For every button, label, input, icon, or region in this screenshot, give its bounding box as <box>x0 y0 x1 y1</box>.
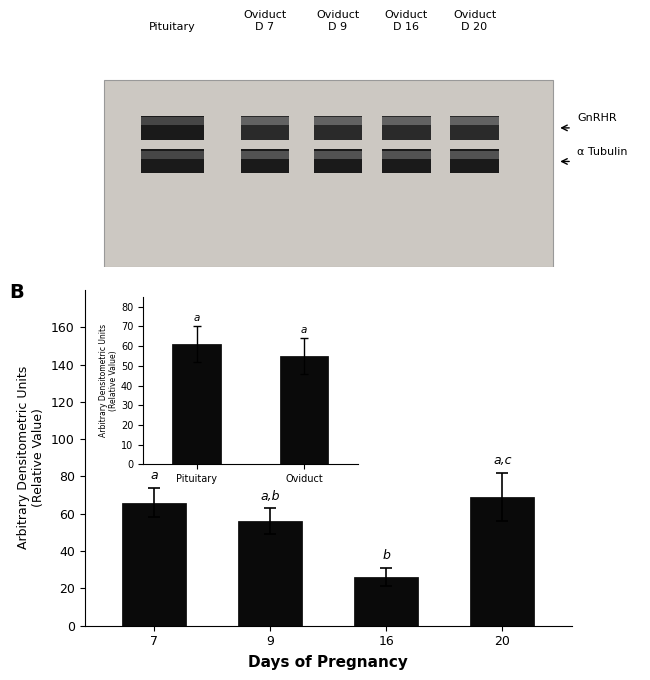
Bar <box>240 116 289 140</box>
Bar <box>240 117 289 126</box>
Text: Oviduct
D 20: Oviduct D 20 <box>453 10 496 32</box>
Text: GnRHR: GnRHR <box>577 113 616 123</box>
Text: a,b: a,b <box>261 490 280 503</box>
Text: a: a <box>150 469 158 482</box>
Bar <box>313 151 363 159</box>
Bar <box>140 150 204 173</box>
Bar <box>450 117 499 126</box>
Bar <box>471 497 534 626</box>
Bar <box>450 116 499 140</box>
Bar <box>140 117 204 126</box>
Text: B: B <box>9 284 23 302</box>
Bar <box>140 116 204 140</box>
Bar <box>240 151 289 159</box>
Bar <box>450 151 499 159</box>
Text: Oviduct
D 16: Oviduct D 16 <box>385 10 428 32</box>
Bar <box>240 150 289 173</box>
Bar <box>450 150 499 173</box>
Bar <box>313 116 363 140</box>
Text: Oviduct
D 7: Oviduct D 7 <box>243 10 287 32</box>
FancyBboxPatch shape <box>104 80 552 267</box>
Text: b: b <box>382 549 390 562</box>
Bar <box>313 117 363 126</box>
Bar <box>122 503 186 626</box>
Bar <box>382 116 430 140</box>
Y-axis label: Arbitrary Densitometric Units
(Relative Value): Arbitrary Densitometric Units (Relative … <box>18 366 46 549</box>
Bar <box>313 150 363 173</box>
Bar <box>140 151 204 159</box>
Text: Pituitary: Pituitary <box>149 22 196 32</box>
Bar <box>354 577 418 626</box>
Bar <box>239 521 302 626</box>
Bar <box>382 150 430 173</box>
X-axis label: Days of Pregnancy: Days of Pregnancy <box>248 656 408 670</box>
Text: Oviduct
D 9: Oviduct D 9 <box>317 10 359 32</box>
Bar <box>382 117 430 126</box>
Text: α Tubulin: α Tubulin <box>577 147 627 156</box>
Text: A: A <box>40 0 56 3</box>
Text: a,c: a,c <box>493 454 512 467</box>
Bar <box>382 151 430 159</box>
